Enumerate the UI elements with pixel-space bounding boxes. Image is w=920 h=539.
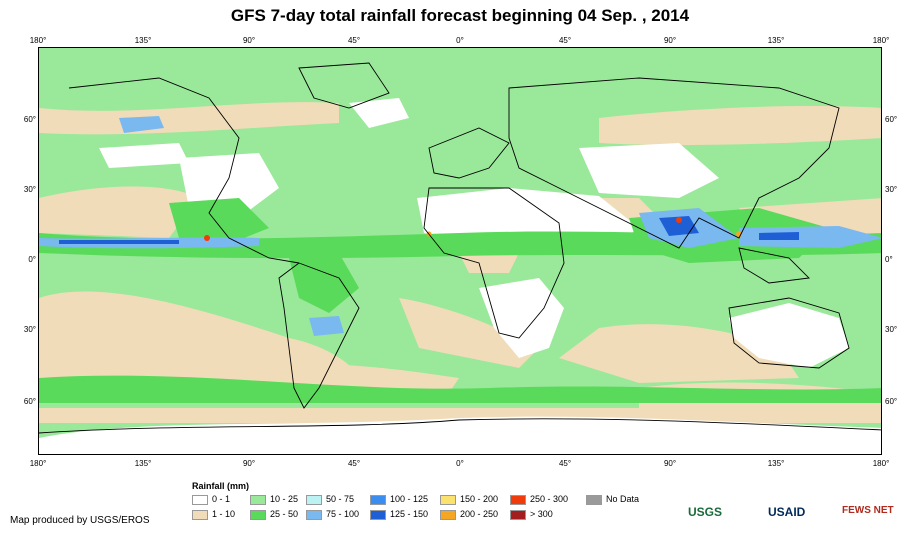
usgs-logo: USGS — [688, 505, 723, 519]
lon-label-bottom: 0° — [456, 459, 464, 468]
legend-swatch — [510, 509, 526, 520]
lon-label-top: 180° — [29, 36, 47, 45]
legend-item: 25 - 50 — [250, 509, 298, 520]
legend-swatch — [370, 494, 386, 505]
legend-title: Rainfall (mm) — [192, 481, 250, 491]
lon-label-bottom: 90° — [663, 459, 677, 468]
lon-label-bottom: 90° — [242, 459, 256, 468]
lat-label-right: 30° — [885, 325, 898, 334]
legend-label: > 300 — [530, 509, 553, 519]
legend-label: 1 - 10 — [212, 509, 236, 519]
legend-label: 0 - 1 — [212, 494, 231, 504]
legend-swatch — [306, 509, 322, 520]
credit-text: Map produced by USGS/EROS — [10, 515, 150, 526]
legend-label: No Data — [606, 494, 640, 504]
legend-item: 100 - 125 — [370, 494, 428, 505]
lat-label-right: 0° — [885, 255, 893, 264]
lat-label-right: 60° — [885, 115, 898, 124]
legend-swatch — [586, 494, 602, 505]
lon-label-top: 135° — [134, 36, 152, 45]
legend-swatch — [306, 494, 322, 505]
lon-label-bottom: 135° — [767, 459, 785, 468]
lon-label-bottom: 180° — [872, 459, 890, 468]
legend-swatch — [370, 509, 386, 520]
legend-item: No Data — [586, 494, 639, 505]
legend-item: 1 - 10 — [192, 509, 235, 520]
legend-label: 75 - 100 — [326, 509, 360, 519]
legend-label: 250 - 300 — [530, 494, 569, 504]
legend-item: 250 - 300 — [510, 494, 568, 505]
lat-label-left: 30° — [23, 325, 36, 334]
legend-item: 10 - 25 — [250, 494, 298, 505]
legend-label: 10 - 25 — [270, 494, 299, 504]
legend-item: 200 - 250 — [440, 509, 498, 520]
lon-label-bottom: 135° — [134, 459, 152, 468]
lon-label-bottom: 180° — [29, 459, 47, 468]
legend-label: 25 - 50 — [270, 509, 299, 519]
legend-swatch — [250, 494, 266, 505]
lat-label-left: 30° — [23, 185, 36, 194]
usaid-logo: USAID — [768, 505, 806, 519]
legend-label: 200 - 250 — [460, 509, 499, 519]
lon-label-top: 45° — [347, 36, 361, 45]
legend-swatch — [192, 494, 208, 505]
lon-label-bottom: 45° — [347, 459, 361, 468]
legend-label: 150 - 200 — [460, 494, 499, 504]
lon-label-top: 45° — [558, 36, 572, 45]
legend-swatch — [440, 494, 456, 505]
map-title: GFS 7-day total rainfall forecast beginn… — [230, 6, 690, 25]
lat-label-left: 60° — [23, 397, 36, 406]
legend-swatch — [440, 509, 456, 520]
lon-label-top: 90° — [242, 36, 256, 45]
fews-net-logo: FEWS NET — [842, 505, 894, 516]
legend-item: 75 - 100 — [306, 509, 359, 520]
lon-label-bottom: 45° — [558, 459, 572, 468]
legend-item: 125 - 150 — [370, 509, 428, 520]
legend-item: 0 - 1 — [192, 494, 230, 505]
legend-item: 150 - 200 — [440, 494, 498, 505]
rainfall-map — [38, 47, 882, 455]
lat-label-left: 60° — [23, 115, 36, 124]
lat-label-left: 0° — [28, 255, 36, 264]
legend-label: 50 - 75 — [326, 494, 355, 504]
legend-swatch — [250, 509, 266, 520]
lat-label-right: 30° — [885, 185, 898, 194]
legend-swatch — [510, 494, 526, 505]
very-heavy-rain — [59, 216, 799, 244]
lon-label-top: 135° — [767, 36, 785, 45]
lon-label-top: 180° — [872, 36, 890, 45]
lon-label-top: 90° — [663, 36, 677, 45]
lat-label-right: 60° — [885, 397, 898, 406]
legend-label: 100 - 125 — [390, 494, 429, 504]
legend-swatch — [192, 509, 208, 520]
legend-item: 50 - 75 — [306, 494, 354, 505]
legend-label: 125 - 150 — [390, 509, 429, 519]
legend-item: > 300 — [510, 509, 553, 520]
coastlines — [39, 62, 881, 434]
lon-label-top: 0° — [456, 36, 464, 45]
map-svg — [39, 62, 881, 454]
